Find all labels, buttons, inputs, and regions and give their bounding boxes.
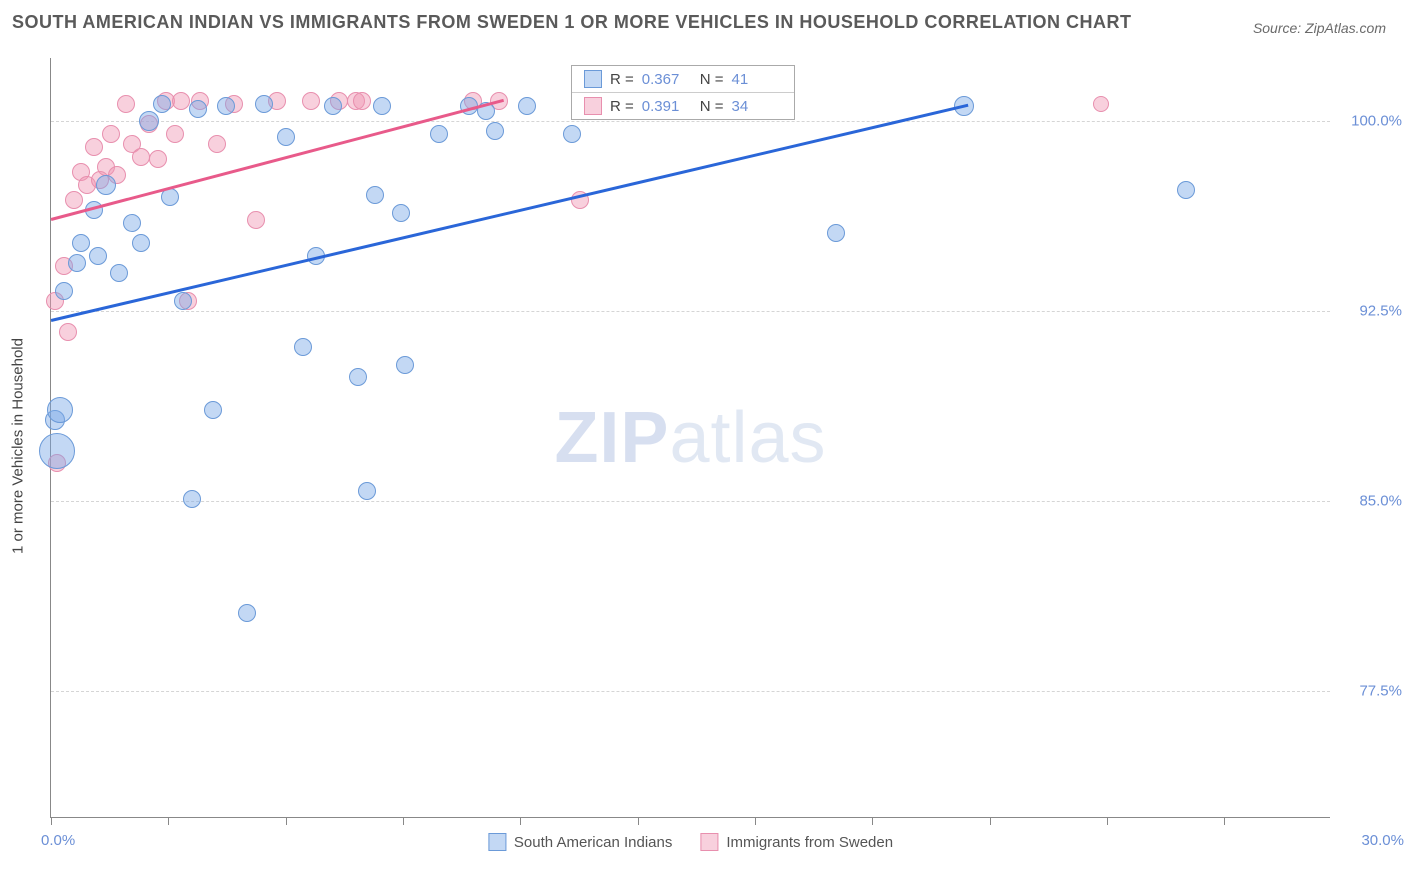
- data-point: [102, 125, 120, 143]
- x-tick: [51, 817, 52, 825]
- legend-item-series-1: Immigrants from Sweden: [700, 833, 893, 851]
- watermark: ZIPatlas: [554, 397, 826, 479]
- data-point: [392, 204, 410, 222]
- data-point: [277, 128, 295, 146]
- data-point: [110, 264, 128, 282]
- x-tick: [1107, 817, 1108, 825]
- stat-row-series-0: R = 0.367 N = 41: [572, 66, 794, 93]
- n-label: N =: [700, 98, 724, 115]
- x-tick: [168, 817, 169, 825]
- data-point: [139, 111, 159, 131]
- stat-legend: R = 0.367 N = 41 R = 0.391 N = 34: [571, 65, 795, 120]
- data-point: [174, 292, 192, 310]
- bottom-legend: South American Indians Immigrants from S…: [488, 833, 893, 851]
- data-point: [39, 433, 75, 469]
- data-point: [47, 397, 73, 423]
- data-point: [96, 175, 116, 195]
- x-tick: [520, 817, 521, 825]
- data-point: [161, 188, 179, 206]
- source-attribution: Source: ZipAtlas.com: [1253, 20, 1386, 36]
- data-point: [294, 338, 312, 356]
- data-point: [172, 92, 190, 110]
- x-tick: [403, 817, 404, 825]
- data-point: [72, 234, 90, 252]
- x-tick: [872, 817, 873, 825]
- data-point: [358, 482, 376, 500]
- data-point: [68, 254, 86, 272]
- data-point: [132, 148, 150, 166]
- data-point: [563, 125, 581, 143]
- data-point: [217, 97, 235, 115]
- data-point: [302, 92, 320, 110]
- legend-item-series-0: South American Indians: [488, 833, 672, 851]
- data-point: [208, 135, 226, 153]
- gridline: [51, 501, 1330, 502]
- data-point: [255, 95, 273, 113]
- data-point: [59, 323, 77, 341]
- x-tick: [638, 817, 639, 825]
- data-point: [247, 211, 265, 229]
- data-point: [486, 122, 504, 140]
- x-tick-label-min: 0.0%: [41, 832, 75, 849]
- data-point: [366, 186, 384, 204]
- data-point: [373, 97, 391, 115]
- data-point: [85, 138, 103, 156]
- data-point: [396, 356, 414, 374]
- data-point: [65, 191, 83, 209]
- data-point: [430, 125, 448, 143]
- n-value-1: 34: [732, 98, 782, 115]
- watermark-atlas: atlas: [669, 398, 826, 478]
- legend-label-0: South American Indians: [514, 834, 672, 851]
- watermark-zip: ZIP: [554, 398, 669, 478]
- swatch-series-1: [584, 97, 602, 115]
- y-tick-label: 92.5%: [1342, 303, 1402, 320]
- legend-swatch-1: [700, 833, 718, 851]
- data-point: [123, 214, 141, 232]
- r-label: R =: [610, 98, 634, 115]
- x-tick: [1224, 817, 1225, 825]
- x-tick: [755, 817, 756, 825]
- data-point: [89, 247, 107, 265]
- data-point: [518, 97, 536, 115]
- y-tick-label: 100.0%: [1342, 113, 1402, 130]
- data-point: [349, 368, 367, 386]
- gridline: [51, 311, 1330, 312]
- data-point: [1093, 96, 1109, 112]
- r-value-0: 0.367: [642, 71, 692, 88]
- r-label: R =: [610, 71, 634, 88]
- r-value-1: 0.391: [642, 98, 692, 115]
- gridline: [51, 691, 1330, 692]
- trendline: [51, 104, 969, 322]
- data-point: [166, 125, 184, 143]
- gridline: [51, 121, 1330, 122]
- data-point: [189, 100, 207, 118]
- legend-label-1: Immigrants from Sweden: [726, 834, 893, 851]
- data-point: [153, 95, 171, 113]
- n-value-0: 41: [732, 71, 782, 88]
- stat-row-series-1: R = 0.391 N = 34: [572, 93, 794, 119]
- data-point: [827, 224, 845, 242]
- data-point: [55, 282, 73, 300]
- trendline: [51, 99, 504, 220]
- data-point: [238, 604, 256, 622]
- legend-swatch-0: [488, 833, 506, 851]
- data-point: [183, 490, 201, 508]
- data-point: [132, 234, 150, 252]
- x-tick-label-max: 30.0%: [1361, 832, 1404, 849]
- plot-area: ZIPatlas R = 0.367 N = 41 R = 0.391 N = …: [50, 58, 1330, 818]
- y-tick-label: 77.5%: [1342, 683, 1402, 700]
- x-tick: [990, 817, 991, 825]
- y-axis-label: 1 or more Vehicles in Household: [10, 338, 27, 554]
- swatch-series-0: [584, 70, 602, 88]
- data-point: [204, 401, 222, 419]
- data-point: [149, 150, 167, 168]
- y-tick-label: 85.0%: [1342, 493, 1402, 510]
- x-tick: [286, 817, 287, 825]
- data-point: [353, 92, 371, 110]
- data-point: [117, 95, 135, 113]
- n-label: N =: [700, 71, 724, 88]
- data-point: [324, 97, 342, 115]
- page-title: SOUTH AMERICAN INDIAN VS IMMIGRANTS FROM…: [12, 12, 1132, 33]
- data-point: [1177, 181, 1195, 199]
